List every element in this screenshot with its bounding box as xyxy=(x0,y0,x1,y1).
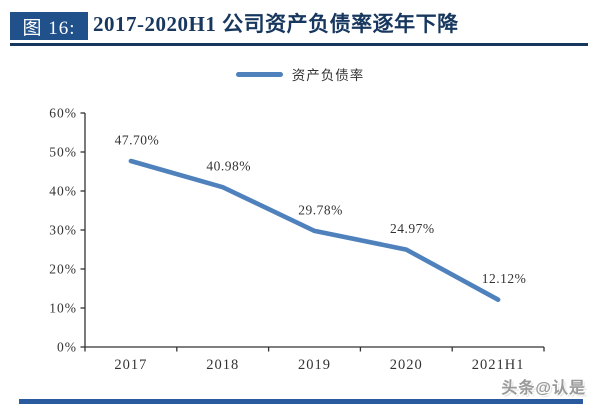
y-tick-label: 60% xyxy=(49,106,77,121)
series-line xyxy=(128,158,501,303)
data-point-label: 12.12% xyxy=(482,271,527,286)
figure-number-badge: 图 16: xyxy=(10,12,88,40)
watermark-text: 头条@认是 xyxy=(501,380,586,397)
legend-line-swatch xyxy=(235,71,283,77)
y-tick-label: 50% xyxy=(49,145,77,160)
figure-number-label: 图 16: xyxy=(22,17,76,39)
y-tick-label: 0% xyxy=(57,340,77,355)
y-tick-label: 20% xyxy=(49,262,77,277)
y-tick-label: 10% xyxy=(49,301,77,316)
x-category-label: 2019 xyxy=(298,357,331,373)
data-point-label: 47.70% xyxy=(115,132,160,147)
y-tick-label: 40% xyxy=(49,184,77,199)
chart-legend: 资产负债率 xyxy=(0,65,600,83)
x-category-label: 2018 xyxy=(206,357,239,373)
title-divider xyxy=(10,43,588,46)
x-category-label: 2020 xyxy=(390,357,423,373)
data-point-label: 29.78% xyxy=(298,202,343,217)
legend-series-label: 资产负债率 xyxy=(291,68,365,83)
figure-title: 2017-2020H1 公司资产负债率逐年下降 xyxy=(93,12,459,36)
x-category-label: 2021H1 xyxy=(472,357,525,373)
x-category-label: 2017 xyxy=(114,357,147,373)
y-tick-label: 30% xyxy=(49,223,77,238)
data-point-label: 40.98% xyxy=(206,159,251,174)
data-point-label: 24.97% xyxy=(390,221,435,236)
bottom-divider-bar xyxy=(19,399,583,404)
